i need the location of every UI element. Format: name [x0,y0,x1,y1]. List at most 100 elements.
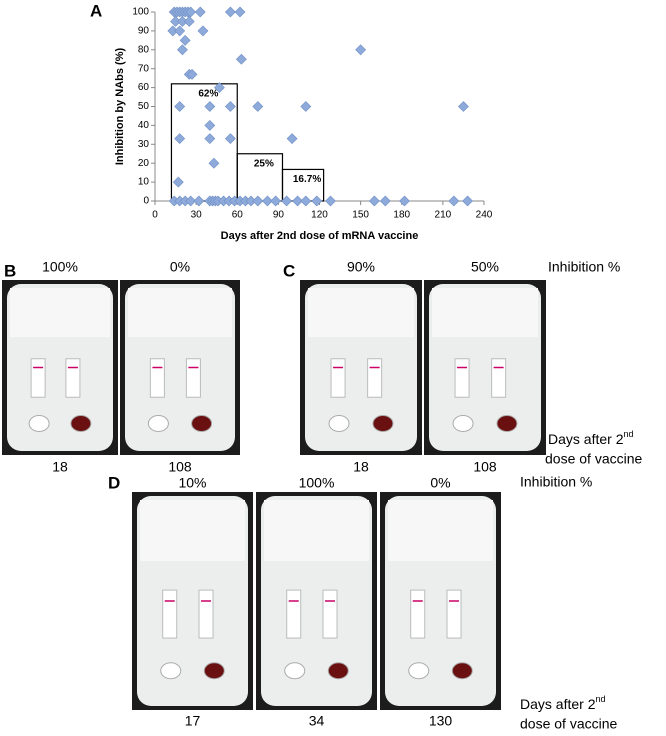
panel-label: A [90,1,102,20]
label-area [388,500,493,562]
point [325,195,336,207]
point [204,119,216,131]
label-area [264,500,369,562]
label-area [128,288,232,337]
y-tick-label: 50 [138,101,150,112]
point [399,195,410,207]
bar-value-label: 16.7% [293,174,321,185]
days-label: 18 [52,459,68,475]
days-caption: Days after 2nd [548,429,634,446]
point [234,6,246,18]
point [355,44,367,56]
y-tick-label: 10 [138,177,150,188]
bar-value-label: 62% [198,88,218,99]
window [30,358,46,398]
inhibition-label: 0% [170,259,190,275]
sample-well [451,662,473,680]
point [174,25,186,37]
point [174,101,186,112]
inhibition-caption: Inhibition % [548,259,620,275]
window [185,358,201,398]
point [172,176,184,188]
days-caption-rest: dose of vaccine [545,451,642,467]
panel-label: D [108,473,120,492]
point [185,195,197,207]
well [284,662,306,680]
well [452,415,474,432]
days-label: 18 [353,459,369,475]
inhibition-caption: Inhibition % [520,474,592,490]
point [174,133,186,145]
point [281,195,293,207]
y-tick-label: 0 [143,196,149,207]
window [65,358,81,398]
days-caption-text: Days after 2 [520,696,596,712]
well [160,662,182,680]
days-caption-sup: nd [595,694,605,704]
point [194,6,206,18]
days-label: 34 [309,713,325,729]
window [454,358,470,398]
window [198,589,214,639]
bar-value-label: 25% [254,158,274,169]
well [408,662,430,680]
days-caption-rest: dose of vaccine [520,716,617,732]
sample-well [191,415,213,432]
point [224,6,236,18]
x-tick-label: 30 [191,210,203,221]
point [252,101,264,112]
x-tick-label: 60 [232,210,244,221]
y-tick-label: 70 [138,63,150,74]
inhibition-label: 90% [347,259,375,275]
x-tick-label: 0 [152,210,158,221]
days-caption: Days after 2nd [520,694,606,711]
y-axis-label: Inhibition by NAbs (%) [114,48,126,166]
days-label: 130 [429,713,453,729]
point [185,6,197,18]
window [491,358,507,398]
days-caption-sup: nd [623,429,633,439]
y-tick-label: 40 [138,120,150,131]
inhibition-label: 100% [42,259,78,275]
point [224,133,236,145]
window [322,589,338,639]
point [179,34,191,46]
window [330,358,346,398]
days-label: 108 [473,459,497,475]
days-label: 17 [185,713,201,729]
point [270,195,282,207]
y-tick-label: 90 [138,26,150,37]
point [300,101,312,112]
x-tick-label: 120 [311,210,328,221]
point [204,133,216,145]
point [204,101,216,112]
x-tick-label: 90 [273,210,285,221]
window [162,589,178,639]
inhibition-label: 10% [178,475,206,491]
days-label: 108 [168,459,192,475]
point [311,195,323,207]
y-tick-label: 60 [138,82,150,93]
point [214,82,225,94]
x-tick-label: 150 [352,210,369,221]
point [183,16,195,27]
point [208,157,220,169]
point [176,44,188,56]
label-area [140,500,245,562]
inhibition-label: 0% [430,475,450,491]
point [462,195,473,207]
window [286,589,302,639]
point [193,195,205,207]
label-area [432,288,538,337]
window [367,358,383,398]
x-tick-label: 180 [393,210,410,221]
point [261,195,273,207]
window [446,589,462,639]
y-tick-label: 80 [138,44,150,55]
sample-well [496,415,518,432]
sample-well [372,415,394,432]
point [368,195,380,207]
point [252,195,264,207]
